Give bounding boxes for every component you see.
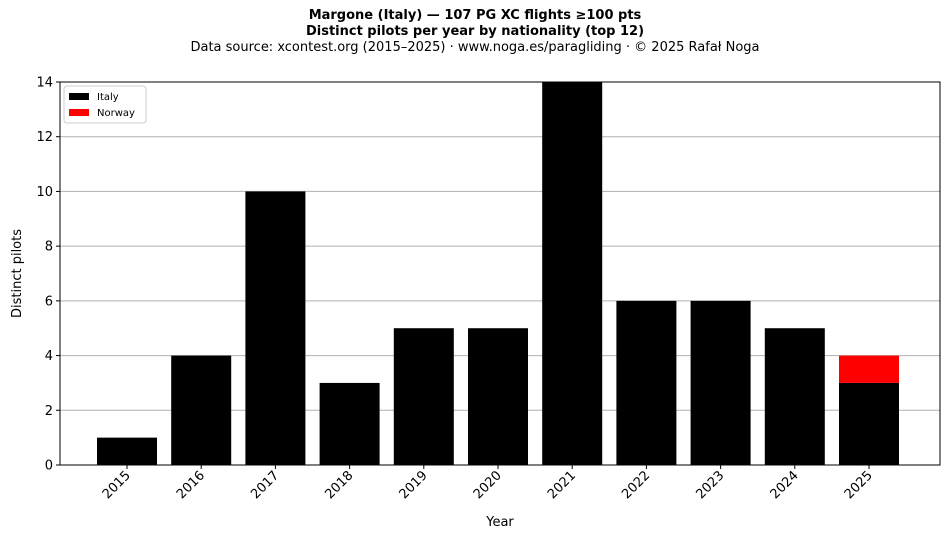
bars [97, 82, 899, 465]
bar-italy-2015 [97, 437, 157, 465]
y-tick-label: 6 [45, 294, 53, 309]
y-tick-label: 12 [36, 130, 53, 145]
legend: Italy Norway [63, 85, 147, 124]
y-axis: 0 2 4 6 8 10 12 14 [36, 76, 60, 474]
chart-title-block: Margone (Italy) — 107 PG XC flights ≥100… [0, 8, 950, 56]
x-tick-label: 2022 [619, 468, 653, 502]
legend-label-italy: Italy [97, 92, 119, 103]
x-tick-label: 2024 [768, 468, 802, 502]
bar-italy-2022 [616, 300, 677, 465]
x-axis-label: Year [485, 515, 514, 530]
bar-italy-2016 [171, 355, 232, 465]
y-tick-label: 2 [45, 404, 53, 419]
bar-italy-2024 [764, 328, 825, 465]
legend-swatch-italy [69, 93, 89, 100]
y-tick-label: 10 [36, 185, 53, 200]
bar-italy-2017 [245, 191, 306, 465]
bar-italy-2019 [393, 328, 454, 465]
x-tick-label: 2018 [322, 468, 356, 502]
x-tick-label: 2017 [248, 468, 282, 502]
x-tick-label: 2015 [100, 468, 134, 502]
y-tick-label: 0 [45, 459, 53, 474]
bar-italy-2020 [468, 328, 528, 465]
legend-label-norway: Norway [97, 108, 135, 119]
x-tick-label: 2019 [397, 468, 431, 502]
bar-norway-2025 [839, 355, 899, 383]
y-tick-label: 8 [45, 240, 53, 255]
chart-subtitle: Distinct pilots per year by nationality … [305, 24, 645, 39]
bar-italy-2023 [690, 300, 751, 465]
x-axis: 2015 2016 2017 2018 2019 2020 2021 2022 2023 2024… [100, 465, 876, 502]
legend-swatch-norway [69, 109, 89, 116]
x-tick-label: 2021 [545, 468, 579, 502]
bar-italy-2018 [319, 382, 380, 465]
chart-source: Data source: xcontest.org (2015–2025) · … [190, 40, 760, 55]
bar-italy-2025 [839, 382, 899, 465]
y-tick-label: 14 [36, 76, 53, 91]
x-tick-label: 2020 [471, 468, 505, 502]
x-tick-label: 2023 [693, 468, 727, 502]
plot-frame [59, 81, 941, 466]
bar-italy-2021 [542, 82, 603, 465]
x-tick-label: 2016 [174, 468, 208, 502]
y-axis-label: Distinct pilots [10, 229, 25, 318]
x-tick-label: 2025 [842, 468, 876, 502]
y-tick-label: 4 [45, 349, 53, 364]
chart-title: Margone (Italy) — 107 PG XC flights ≥100… [308, 8, 642, 23]
